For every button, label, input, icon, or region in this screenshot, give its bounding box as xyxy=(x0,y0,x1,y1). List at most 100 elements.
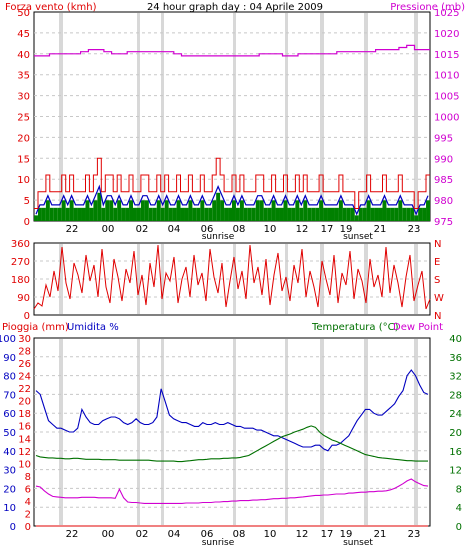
pressure-tick-label: 985 xyxy=(434,175,453,186)
rain-tick-label: 10 xyxy=(18,459,31,470)
gust-bar xyxy=(334,207,339,221)
gust-bar xyxy=(133,207,137,221)
pressure-tick-label: 995 xyxy=(434,133,453,144)
humidity-tick-label: 40 xyxy=(3,447,16,458)
humidity-tick-label: 90 xyxy=(3,353,16,364)
gust-bar xyxy=(45,200,50,221)
hour-label: 22 xyxy=(66,224,79,235)
sunset-label: sunset xyxy=(343,232,373,242)
direction-panel-night-band xyxy=(414,244,418,314)
rain-tick-label: 4 xyxy=(25,497,31,508)
gust-bar xyxy=(307,207,312,221)
gust-bar xyxy=(152,207,157,221)
gust-bar xyxy=(148,207,153,221)
humidity-axis-title: Umidita % xyxy=(67,322,119,333)
gust-bar xyxy=(129,200,133,221)
chart-title: 24 hour graph day : 04 Aprile 2009 xyxy=(147,2,323,13)
gust-bar xyxy=(374,207,379,221)
gust-bar xyxy=(299,207,304,221)
gust-bar xyxy=(164,200,169,221)
gust-bar xyxy=(323,207,328,221)
pressure-tick-label: 975 xyxy=(434,217,453,228)
humidity-tick-label: 50 xyxy=(3,428,16,439)
hour-label: 04 xyxy=(168,224,181,235)
hour-label: 12 xyxy=(296,224,309,235)
gust-bar xyxy=(331,207,335,221)
rain-tick-label: 0 xyxy=(25,522,31,533)
gust-bar xyxy=(239,200,244,221)
wind-tick-label: 30 xyxy=(17,92,30,103)
humidity-tick-label: 100 xyxy=(0,334,16,345)
gust-bar xyxy=(390,207,395,221)
humidity-tick-label: 30 xyxy=(3,466,16,477)
gust-bar xyxy=(192,207,197,221)
gust-bar xyxy=(93,200,98,221)
gust-bar xyxy=(378,207,383,221)
wind-tick-label: 25 xyxy=(17,113,30,124)
gust-bar xyxy=(426,200,430,221)
hour-label: 00 xyxy=(102,224,115,235)
pressure-tick-label: 990 xyxy=(434,154,453,165)
gust-bar xyxy=(358,207,363,221)
sunset-label: sunset xyxy=(343,538,373,548)
gust-bar xyxy=(228,207,232,221)
gust-bar xyxy=(53,207,58,221)
gust-bar xyxy=(251,207,256,221)
gust-bar xyxy=(220,200,225,221)
gust-bar xyxy=(311,207,316,221)
wind-tick-label: 10 xyxy=(17,175,30,186)
pressure-tick-label: 1020 xyxy=(434,29,459,40)
rain-tick-label: 14 xyxy=(18,434,31,445)
rain-tick-label: 2 xyxy=(25,509,31,520)
direction-tick-label: 270 xyxy=(11,257,30,268)
humidity-tick-label: 20 xyxy=(3,484,16,495)
hour-label: 21 xyxy=(374,529,387,540)
direction-compass-label: E xyxy=(434,257,440,268)
gust-bar xyxy=(350,207,355,221)
gust-bar xyxy=(109,200,114,221)
gust-bar xyxy=(402,207,407,221)
humidity-line xyxy=(35,369,429,452)
wind-tick-label: 45 xyxy=(17,29,30,40)
gust-bar xyxy=(279,207,284,221)
temperature-tick-label: 12 xyxy=(449,466,462,477)
rain-tick-label: 18 xyxy=(18,409,31,420)
wind-tick-label: 50 xyxy=(17,8,30,19)
gust-bar xyxy=(156,200,161,221)
gust-bar xyxy=(406,207,411,221)
gust-bar xyxy=(422,207,427,221)
rain-tick-label: 12 xyxy=(18,447,31,458)
gust-bar xyxy=(414,215,419,221)
hour-label: 02 xyxy=(136,224,149,235)
gust-bar xyxy=(418,207,423,221)
gust-bar xyxy=(121,207,126,221)
wind-tick-label: 5 xyxy=(24,196,30,207)
wind-tick-label: 20 xyxy=(17,133,30,144)
wind-tick-label: 0 xyxy=(24,217,30,228)
pressure-tick-label: 1005 xyxy=(434,92,459,103)
humidity-tick-label: 10 xyxy=(3,503,16,514)
temperature-tick-label: 20 xyxy=(449,428,462,439)
gust-bar xyxy=(196,207,201,221)
hour-label: 06 xyxy=(201,529,214,540)
gust-bar xyxy=(34,215,38,221)
direction-line xyxy=(33,244,431,310)
temperature-tick-label: 16 xyxy=(449,447,462,458)
gust-bar xyxy=(200,200,205,221)
sunrise-label: sunrise xyxy=(202,538,235,548)
gust-bar xyxy=(125,207,130,221)
gust-bar xyxy=(243,207,248,221)
temperature-tick-label: 32 xyxy=(449,372,462,383)
gust-line xyxy=(35,184,429,216)
rain-tick-label: 6 xyxy=(25,484,31,495)
gust-bar xyxy=(382,200,387,221)
temperature-panel-night-band xyxy=(414,339,418,525)
direction-compass-label: S xyxy=(434,275,440,286)
rain-axis-title: Pioggia (mm) xyxy=(2,322,69,333)
gust-bar xyxy=(394,207,399,221)
gust-bar xyxy=(144,200,149,221)
hour-label: 12 xyxy=(296,529,309,540)
gust-bar xyxy=(176,200,181,221)
gust-bar xyxy=(37,207,42,221)
temperature-axis-title: Temperatura (°C) xyxy=(311,322,399,333)
